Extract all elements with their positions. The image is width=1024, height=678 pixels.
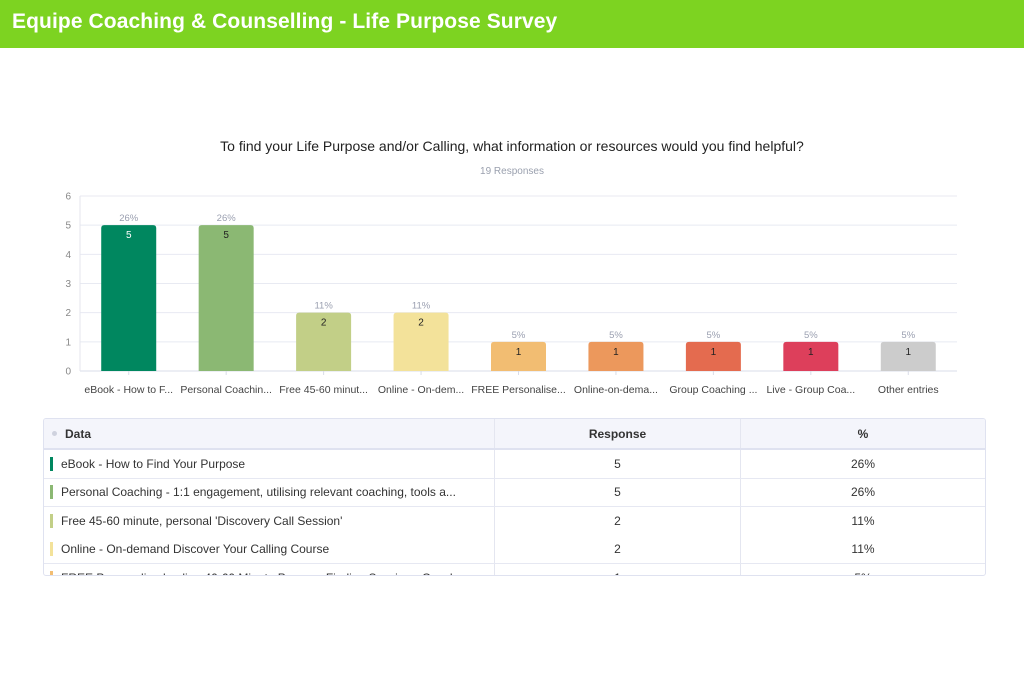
bar[interactable] [588,341,644,371]
color-swatch-icon [50,570,53,575]
y-tick-label: 3 [65,279,71,290]
bar[interactable] [296,312,352,371]
row-response-cell: 2 [495,507,741,536]
row-data-cell: eBook - How to Find Your Purpose [44,450,495,478]
color-swatch-icon [50,485,53,500]
table-row[interactable]: eBook - How to Find Your Purpose 5 26% [44,450,985,479]
bar-value-label: 1 [905,347,911,358]
row-response-cell: 5 [495,450,741,478]
row-label: FREE Personalised online 40-60 Minute Pu… [61,571,467,575]
y-tick-label: 6 [65,192,71,203]
bar[interactable] [101,225,157,371]
bar-value-label: 1 [711,347,717,358]
row-percent-cell: 5% [741,564,985,575]
header-data-label: Data [65,426,92,441]
bar-percent-label: 5% [609,330,623,341]
row-data-cell: Online - On-demand Discover Your Calling… [44,535,495,563]
y-tick-label: 4 [65,250,71,261]
table-row[interactable]: Personal Coaching - 1:1 engagement, util… [44,478,985,507]
table-row[interactable]: Free 45-60 minute, personal 'Discovery C… [44,507,985,536]
row-percent-cell: 11% [851,542,875,557]
header-percent[interactable]: % [857,426,869,441]
x-tick-label: eBook - How to F... [84,384,173,396]
row-data-cell: Personal Coaching - 1:1 engagement, util… [44,478,495,506]
bar-percent-label: 5% [901,330,915,341]
bar-percent-label: 11% [412,301,431,312]
x-tick-label: Personal Coachin... [180,384,272,396]
row-percent-cell: 26% [850,485,876,500]
bar-value-label: 1 [516,347,522,358]
y-tick-label: 5 [65,221,71,232]
table-body: eBook - How to Find Your Purpose 5 26% Pers… [44,450,985,575]
x-tick-label: Free 45-60 minut... [279,384,368,396]
bar-chart: 0 1 2 3 4 5 6 5 26% eBook - How to F... 5 26% Person… [65,192,957,396]
x-tick-label: Online - On-dem... [378,384,464,396]
row-label: Personal Coaching - 1:1 engagement, util… [61,485,456,500]
row-label: Online - On-demand Discover Your Calling… [61,542,330,557]
bar-percent-label: 5% [804,330,818,341]
bar[interactable] [393,312,449,371]
row-response-cell: 5 [495,478,741,506]
x-tick-label: Live - Group Coa... [766,384,855,396]
x-tick-label: Group Coaching ... [669,384,757,396]
bar-value-label: 2 [321,318,327,329]
survey-title: Equipe Coaching & Counselling - Life Pur… [12,10,558,33]
row-label: eBook - How to Find Your Purpose [61,456,246,471]
table-row[interactable]: Online - On-demand Discover Your Calling… [44,535,985,564]
header-data[interactable]: Data [44,419,495,448]
row-label: Free 45-60 minute, personal 'Discovery C… [61,514,343,529]
bar[interactable] [685,341,741,371]
bar[interactable] [491,341,546,371]
row-data-cell: FREE Personalised online 40-60 Minute Pu… [44,564,495,575]
x-tick-label: FREE Personalise... [471,384,566,396]
bar[interactable] [783,341,839,371]
row-percent-cell: 11% [851,514,875,529]
responses-count: 19 Responses [480,166,544,177]
sort-dot-icon [52,431,57,436]
question-title: To find your Life Purpose and/or Calling… [220,138,804,154]
row-data-cell: Free 45-60 minute, personal 'Discovery C… [44,507,495,536]
bar-value-label: 5 [126,230,132,241]
bar-percent-label: 5% [707,330,721,341]
table-header: Data Response % [44,419,985,450]
bar-value-label: 1 [613,347,619,358]
bar-value-label: 5 [223,230,229,241]
x-tick-label: Online-on-dema... [574,384,658,396]
bar-percent-label: 11% [314,301,333,312]
color-swatch-icon [50,456,53,471]
y-tick-label: 1 [65,337,71,348]
color-swatch-icon [50,514,53,529]
bar-value-label: 2 [418,318,424,329]
color-swatch-icon [50,542,53,557]
x-tick-label: Other entries [878,384,939,396]
results-table: Data Response % eBook - How to Find Your… [43,418,986,576]
bar-percent-label: 5% [512,330,526,341]
bar-percent-label: 26% [217,213,237,224]
header-bar: Equipe Coaching & Counselling - Life Pur… [0,0,1024,48]
header-response[interactable]: Response [495,419,741,448]
bar-value-label: 1 [808,347,814,358]
bar[interactable] [198,225,254,371]
bar[interactable] [880,341,936,371]
row-response-cell: 1 [495,564,741,575]
bar-percent-label: 26% [119,213,139,224]
table-row[interactable]: FREE Personalised online 40-60 Minute Pu… [44,564,985,575]
y-tick-label: 2 [65,308,71,319]
row-percent-cell: 26% [850,456,876,471]
y-tick-label: 0 [65,367,71,378]
row-response-cell: 2 [495,535,741,563]
